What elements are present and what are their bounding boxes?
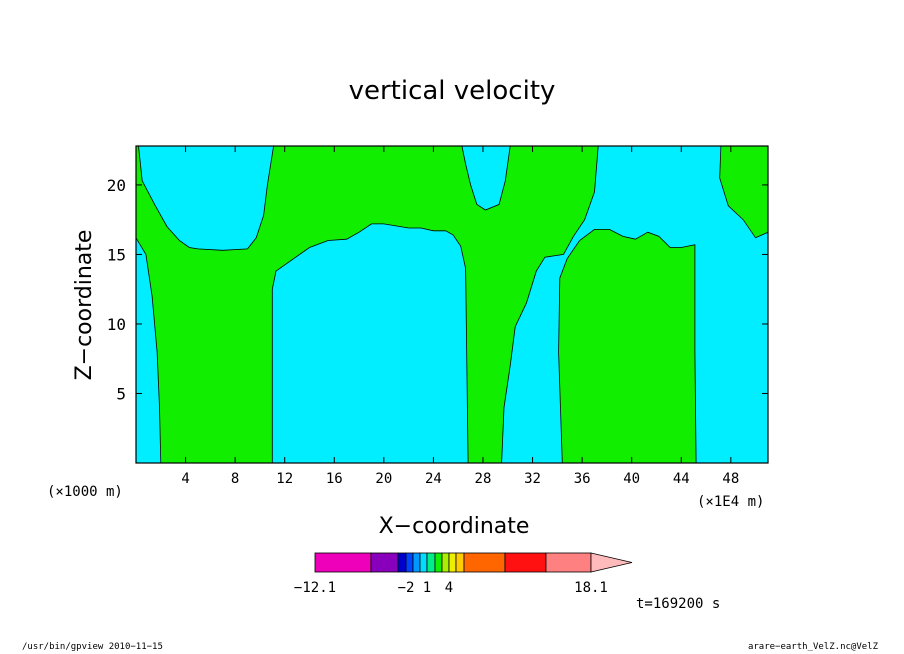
contour-region-cyan-top-left bbox=[138, 145, 275, 251]
colorbar-segment bbox=[370, 552, 399, 573]
y-tick-label: 5 bbox=[116, 384, 126, 403]
y-tick-label: 10 bbox=[107, 315, 126, 334]
colorbar-segment bbox=[412, 552, 421, 573]
colorbar-segment bbox=[463, 552, 506, 573]
x-tick-label: 20 bbox=[375, 471, 392, 487]
footer-right: arare−earth_VelZ.nc@VelZ bbox=[747, 642, 878, 652]
x-tick-label: 8 bbox=[231, 471, 239, 487]
x-tick-label: 32 bbox=[524, 471, 541, 487]
colorbar-tick-label: 1 bbox=[423, 580, 431, 596]
x-tick-label: 28 bbox=[475, 471, 492, 487]
colorbar-tick-label: 18.1 bbox=[574, 580, 608, 596]
x-unit-left: (×1000 m) bbox=[47, 484, 123, 500]
contour-region-cyan-top-notch bbox=[461, 145, 511, 211]
x-tick-label: 12 bbox=[276, 471, 293, 487]
chart-title: vertical velocity bbox=[348, 76, 556, 106]
colorbar-segment bbox=[419, 552, 428, 573]
colorbar-segment bbox=[504, 552, 547, 573]
y-axis-label: Z−coordinate bbox=[72, 229, 97, 381]
colorbar-segment bbox=[397, 552, 407, 573]
plot-frame bbox=[135, 145, 769, 464]
colorbar-segment bbox=[441, 552, 450, 573]
colorbar-arrow bbox=[590, 552, 633, 573]
colorbar-segment bbox=[314, 552, 372, 573]
colorbar-segment bbox=[434, 552, 443, 573]
colorbar-tick-label: −12.1 bbox=[294, 580, 336, 596]
colorbar-segment bbox=[545, 552, 592, 573]
colorbar-segment bbox=[405, 552, 414, 573]
x-unit-right: (×1E4 m) bbox=[697, 494, 765, 510]
colorbar-segment bbox=[426, 552, 436, 573]
x-tick-label: 36 bbox=[574, 471, 591, 487]
colorbar-tick-label: −2 bbox=[398, 580, 415, 596]
colorbar: −12.1 −2 1 4 18.1 bbox=[294, 552, 633, 596]
y-tick-label: 15 bbox=[107, 245, 126, 264]
x-tick-label: 48 bbox=[722, 471, 739, 487]
x-tick-label: 4 bbox=[181, 471, 189, 487]
colorbar-tick-label: 4 bbox=[445, 580, 453, 596]
x-tick-label: 40 bbox=[623, 471, 640, 487]
x-tick-label: 44 bbox=[673, 471, 690, 487]
x-tick-label: 16 bbox=[326, 471, 343, 487]
footer-left: /usr/bin/gpview 2010−11−15 bbox=[22, 642, 163, 652]
x-axis-label: X−coordinate bbox=[378, 514, 530, 539]
contour-region-cyan-left-strip bbox=[135, 236, 162, 464]
colorbar-segment bbox=[455, 552, 465, 573]
contour-region-cyan-center-lower bbox=[271, 223, 469, 464]
y-tick-label: 20 bbox=[107, 176, 126, 195]
x-tick-label: 24 bbox=[425, 471, 442, 487]
time-label: t=169200 s bbox=[636, 596, 721, 612]
colorbar-segment bbox=[448, 552, 457, 573]
